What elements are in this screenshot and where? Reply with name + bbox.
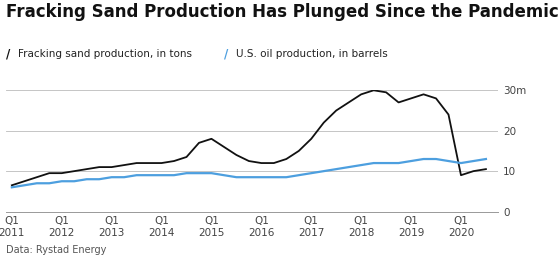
Text: U.S. oil production, in barrels: U.S. oil production, in barrels — [236, 49, 388, 59]
Text: /: / — [6, 48, 10, 61]
Text: /: / — [224, 48, 228, 61]
Text: Fracking sand production, in tons: Fracking sand production, in tons — [18, 49, 192, 59]
Text: Fracking Sand Production Has Plunged Since the Pandemic: Fracking Sand Production Has Plunged Sin… — [6, 3, 558, 21]
Text: Data: Rystad Energy: Data: Rystad Energy — [6, 245, 106, 255]
